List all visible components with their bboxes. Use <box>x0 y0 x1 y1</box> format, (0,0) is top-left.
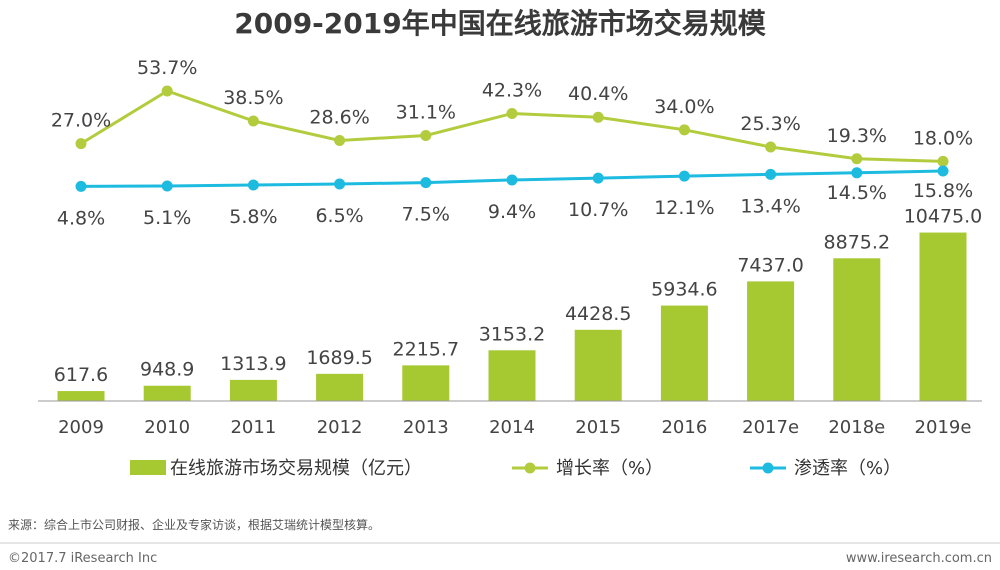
penetration-point-2010 <box>161 180 173 192</box>
penetration-point-2018e <box>851 167 863 179</box>
penetration-label-2009: 4.8% <box>57 207 105 229</box>
bar-2016 <box>660 305 708 401</box>
penetration-point-2011 <box>247 179 259 191</box>
growth-label-2009: 27.0% <box>51 110 111 132</box>
growth-point-2013 <box>420 130 432 142</box>
growth-point-2018e <box>851 153 863 165</box>
bar-2009 <box>57 391 105 401</box>
penetration-point-2015 <box>592 172 604 184</box>
x-tick-2014: 2014 <box>489 417 535 438</box>
growth-point-2014 <box>506 107 518 119</box>
growth-point-2010 <box>161 85 173 97</box>
chart-title: 2009-2019年中国在线旅游市场交易规模 <box>234 7 766 40</box>
bar-2010 <box>143 385 191 401</box>
bar-2012 <box>316 373 364 401</box>
bar-label-2014: 3153.2 <box>479 323 545 345</box>
penetration-point-2012 <box>334 178 346 190</box>
x-tick-2009: 2009 <box>58 417 104 438</box>
x-tick-2016: 2016 <box>661 417 707 438</box>
bar-2011 <box>229 379 277 401</box>
legend-label-bar: 在线旅游市场交易规模（亿元） <box>170 458 422 479</box>
penetration-label-2015: 10.7% <box>568 199 628 221</box>
growth-label-2018e: 19.3% <box>827 125 887 147</box>
penetration-rate-series: 4.8% 5.1% 5.8% 6.5% 7.5% 9.4% 10.7% 12.1% 13.4% 1… <box>57 165 973 229</box>
growth-label-2017e: 25.3% <box>740 113 800 135</box>
penetration-point-2016 <box>678 170 690 182</box>
x-tick-2017e: 2017e <box>742 417 799 438</box>
bar-label-2011: 1313.9 <box>220 353 286 375</box>
bar-label-2009: 617.6 <box>54 364 108 386</box>
bar-label-2010: 948.9 <box>140 359 194 381</box>
growth-point-2012 <box>334 134 346 146</box>
bar-2019e <box>919 232 967 401</box>
x-tick-2015: 2015 <box>575 417 621 438</box>
bar-2013 <box>402 365 450 401</box>
x-tick-2019e: 2019e <box>915 417 972 438</box>
penetration-label-2014: 9.4% <box>488 201 536 223</box>
penetration-label-2011: 5.8% <box>229 206 277 228</box>
bar-label-2016: 5934.6 <box>651 279 717 301</box>
penetration-label-2012: 6.5% <box>315 205 363 227</box>
bar-label-2015: 4428.5 <box>565 303 631 325</box>
penetration-label-2010: 5.1% <box>143 207 191 229</box>
x-axis-ticks: 2009 2010 2011 2012 2013 2014 2015 2016 2017e 201… <box>58 417 971 438</box>
growth-point-2016 <box>678 124 690 136</box>
footer-copyright: ©2017.7 iResearch Inc <box>8 551 157 566</box>
x-tick-2010: 2010 <box>144 417 190 438</box>
growth-label-2013: 31.1% <box>396 102 456 124</box>
growth-label-2012: 28.6% <box>309 106 369 128</box>
x-tick-2012: 2012 <box>317 417 363 438</box>
bar-label-2013: 2215.7 <box>393 338 459 360</box>
penetration-point-2019e <box>937 165 949 177</box>
bar-label-2012: 1689.5 <box>306 347 372 369</box>
growth-label-2014: 42.3% <box>482 79 542 101</box>
growth-point-2019e <box>937 155 949 167</box>
x-tick-2018e: 2018e <box>828 417 885 438</box>
penetration-point-2013 <box>420 177 432 189</box>
penetration-point-2017e <box>765 168 777 180</box>
bar-label-2018e: 8875.2 <box>824 231 890 253</box>
penetration-label-2016: 12.1% <box>654 197 714 219</box>
growth-line <box>80 89 944 163</box>
x-tick-2013: 2013 <box>403 417 449 438</box>
legend-marker-growth <box>524 462 536 474</box>
penetration-point-2009 <box>75 180 87 192</box>
penetration-label-2017e: 13.4% <box>740 195 800 217</box>
growth-point-2017e <box>765 141 777 153</box>
legend-swatch-bar <box>130 460 166 475</box>
bar-series: 617.6 948.9 1313.9 1689.5 2215.7 3153.2 4428.5… <box>54 206 982 401</box>
bar-2015 <box>574 329 622 401</box>
growth-point-2011 <box>247 115 259 127</box>
penetration-label-2018e: 14.5% <box>827 182 887 204</box>
penetration-point-2014 <box>506 174 518 186</box>
growth-point-2009 <box>75 138 87 150</box>
bar-2014 <box>488 350 536 401</box>
footer-website: www.iresearch.com.cn <box>846 551 992 566</box>
penetration-label-2019e: 15.8% <box>913 180 973 202</box>
legend-marker-penetration <box>762 462 774 474</box>
penetration-label-2013: 7.5% <box>402 204 450 226</box>
legend-label-growth: 增长率（%） <box>556 458 663 479</box>
bar-label-2019e: 10475.0 <box>904 206 983 228</box>
source-note: 来源：综合上市公司财报、企业及专家访谈，根据艾瑞统计模型核算。 <box>8 517 380 532</box>
growth-label-2019e: 18.0% <box>913 127 973 149</box>
bar-label-2017e: 7437.0 <box>737 254 803 276</box>
bar-2018e <box>833 258 881 401</box>
growth-label-2011: 38.5% <box>223 87 283 109</box>
growth-label-2015: 40.4% <box>568 83 628 105</box>
legend-label-penetration: 渗透率（%） <box>794 458 901 479</box>
bar-2017e <box>747 281 795 401</box>
x-tick-2011: 2011 <box>230 417 276 438</box>
growth-point-2015 <box>592 111 604 123</box>
growth-label-2010: 53.7% <box>137 57 197 79</box>
growth-rate-series: 27.0% 53.7% 38.5% 28.6% 31.1% 42.3% 40.4% 34.0%… <box>51 57 973 167</box>
growth-label-2016: 34.0% <box>654 96 714 118</box>
legend: 在线旅游市场交易规模（亿元） 增长率（%） 渗透率（%） <box>130 458 901 479</box>
